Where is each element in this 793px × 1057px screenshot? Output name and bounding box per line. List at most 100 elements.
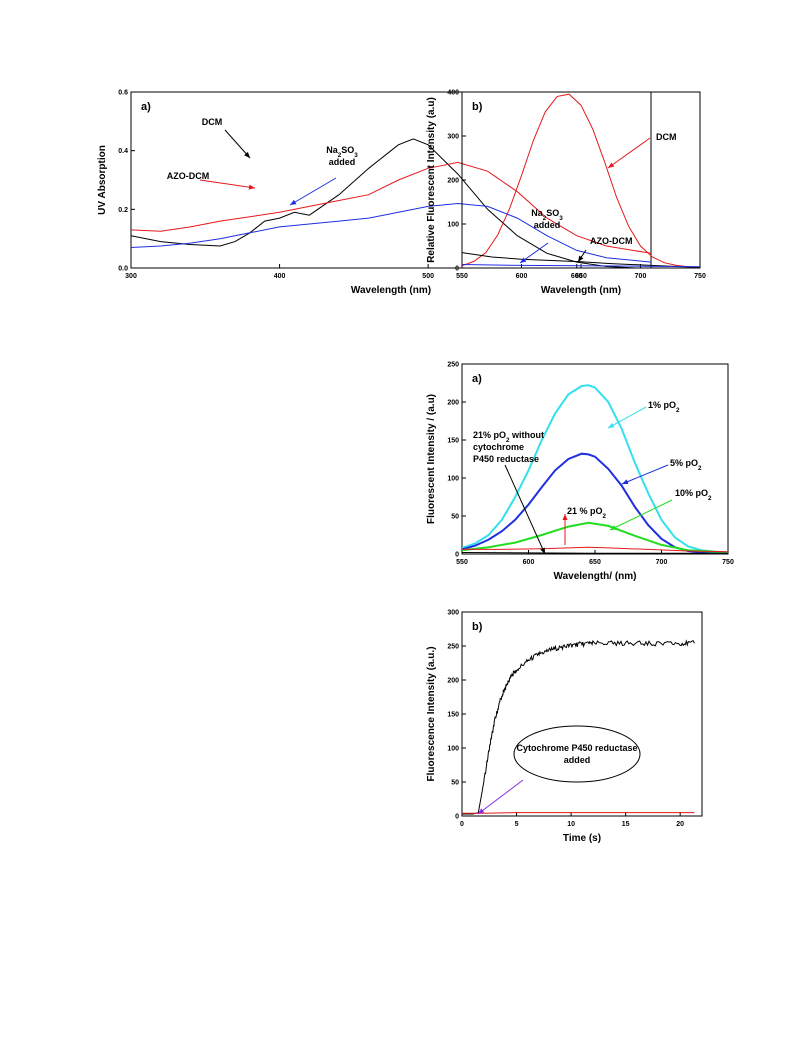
annotation-label: DCM [202,117,223,127]
y-tick-label: 250 [447,362,459,369]
y-axis-label: Fluorescent Intensity / (a.u) [426,394,437,524]
annotation-arrowhead [520,257,527,263]
annotation-label: 5% pO2 [670,458,702,472]
series-line-control [462,812,695,814]
annotation-ellipse [513,725,641,783]
panel-label: b) [472,101,483,113]
annotation-label: 10% pO2 [675,488,712,502]
x-tick-label: 650 [575,273,587,280]
annotation-arrow [504,464,546,555]
annotation-arrow [199,179,256,189]
annotation-arrowhead [608,162,615,168]
annotation-arrowhead [610,525,617,530]
y-tick-label: 300 [447,134,459,141]
y-tick-label: 0.0 [118,266,128,273]
annotation-arrowhead [290,199,297,205]
annotation-arrowhead [540,547,545,554]
panel-label: a) [141,101,151,113]
y-tick-label: 0 [455,814,459,821]
y-tick-label: 0.6 [118,90,128,97]
plot-frame [130,91,652,269]
series-line-5-po2 [462,452,728,554]
annotation-label: 21 % pO2 [567,506,607,520]
y-axis-label: Relative Fluorescent Intensity (a.u) [426,97,437,263]
x-tick-label: 700 [656,559,668,566]
annotation-arrow [289,177,337,206]
annotation-label-line2: added [534,220,561,230]
annotation-label: AZO-DCM [590,236,633,246]
annotation-arrow [607,137,651,169]
x-axis-label: Wavelength/ (nm) [554,571,637,582]
series-line-21-po2 [462,546,728,553]
x-tick-label: 400 [274,273,286,280]
x-tick-label: 0 [460,821,464,828]
annotation-label-line3: P450 reductase [473,454,539,464]
y-tick-label: 200 [447,178,459,185]
annotation-arrowhead [622,479,629,485]
plot-frame [461,91,701,269]
x-tick-label: 700 [635,273,647,280]
annotation-label: 1% pO2 [648,400,680,414]
x-tick-label: 500 [422,273,434,280]
series-line-dcm [462,93,700,268]
series-line-azo-dcm [131,161,651,254]
x-tick-label: 550 [456,273,468,280]
y-tick-label: 0.4 [118,148,128,155]
y-tick-label: 200 [447,400,459,407]
y-tick-label: 250 [447,644,459,651]
x-tick-label: 750 [694,273,706,280]
annotation-label-line2: added [329,157,356,167]
annotation-arrow [224,129,251,159]
series-line-21-po2-without-cytochrome-p450-reductase [462,552,728,554]
panel-label: a) [472,373,482,385]
x-tick-label: 600 [571,273,583,280]
annotation-arrowhead [478,808,485,814]
annotation-arrowhead [608,422,615,428]
series-line-dcm [131,138,637,268]
annotation-arrowhead [562,514,568,520]
x-axis-label: Time (s) [563,833,601,844]
x-axis-label: Wavelength (nm) [541,285,621,296]
series-line-na2so3-added [131,202,651,263]
x-tick-label: 600 [516,273,528,280]
y-tick-label: 0.2 [118,207,128,214]
annotation-arrow [607,406,647,429]
y-tick-label: 400 [447,90,459,97]
annotation-arrowhead [578,255,584,262]
series-line-1-po2 [462,384,728,554]
y-tick-label: 200 [447,678,459,685]
x-tick-label: 15 [622,821,630,828]
annotation-label-line2: cytochrome [473,442,524,452]
annotation-label-line2: added [564,755,591,765]
chart-uv-absorption: 300 400 500 600 0.0 0.2 0.4 0.6 Wavelength (nm) U… [97,90,652,296]
series-line-na2so3-added [462,264,700,268]
x-tick-label: 5 [515,821,519,828]
y-tick-label: 100 [447,476,459,483]
annotation-label: Cytochrome P450 reductase [516,743,637,753]
series-line-10-po2 [462,521,728,554]
x-tick-label: 10 [567,821,575,828]
y-tick-label: 100 [447,222,459,229]
annotation-arrowhead [248,184,255,190]
y-tick-label: 0 [455,552,459,559]
chart-fluorescence-po2: 550 600 650 700 750 0 50 100 150 200 250 Wavelength… [426,362,734,583]
x-tick-label: 650 [589,559,601,566]
y-tick-label: 150 [447,712,459,719]
x-tick-label: 20 [676,821,684,828]
panel-label: b) [472,621,483,633]
y-tick-label: 150 [447,438,459,445]
y-tick-label: 0 [455,266,459,273]
y-tick-label: 300 [447,610,459,617]
y-axis-label: Fluorescence Intensity (a.u.) [426,646,437,781]
x-tick-label: 750 [722,559,734,566]
x-tick-label: 550 [456,559,468,566]
x-tick-label: 600 [523,559,535,566]
annotation-arrowhead [244,151,250,158]
y-tick-label: 50 [451,514,459,521]
annotation-label: DCM [656,132,677,142]
series-line-azo-dcm [462,252,700,268]
annotation-arrow [609,499,673,531]
y-tick-label: 50 [451,780,459,787]
